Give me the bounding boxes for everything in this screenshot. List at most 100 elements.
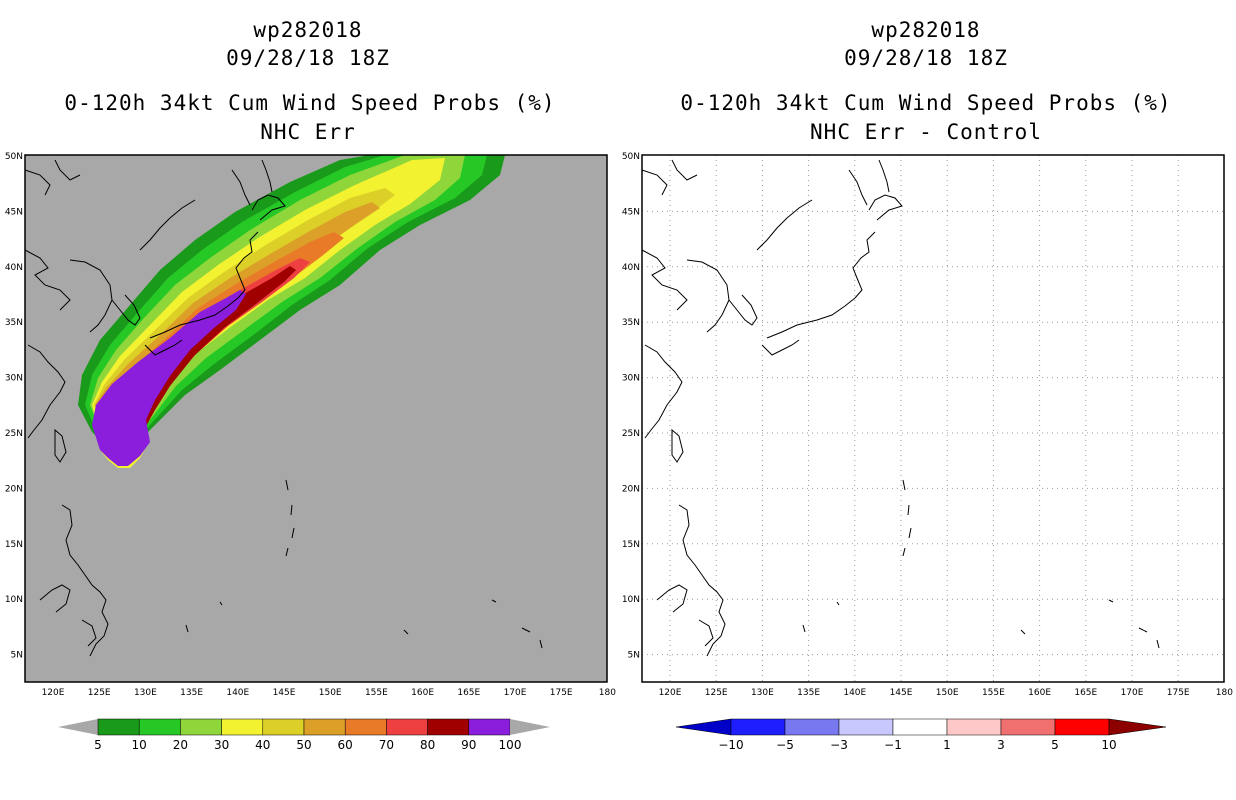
lat-tick-label: 30N <box>5 374 23 384</box>
colorbar-label: 5 <box>1051 738 1059 752</box>
left-axis-ticks: 50N 45N 40N 35N 30N 25N 20N 15N 10N 5N 120E 125E 130… <box>5 152 616 698</box>
lon-tick-label: 150E <box>319 688 342 698</box>
colorbar-box <box>386 718 428 736</box>
lat-tick-label: 15N <box>5 540 23 550</box>
colorbar-label: 20 <box>173 738 188 752</box>
lon-tick-label: 180 <box>599 688 616 698</box>
right-axis-ticks: 50N 45N 40N 35N 30N 25N 20N 15N 10N 5N 120E 125E 130… <box>622 152 1233 698</box>
colorbar-box <box>730 718 786 736</box>
lat-tick-label: 45N <box>622 207 640 217</box>
left-probability-swath <box>78 155 505 468</box>
lat-tick-label: 40N <box>5 263 23 273</box>
colorbar-box <box>838 718 894 736</box>
colorbar-box <box>262 718 305 736</box>
colorbar-label: −10 <box>718 738 743 752</box>
colorbar-box <box>221 718 264 736</box>
lat-tick-label: 45N <box>5 207 23 217</box>
lat-tick-label: 35N <box>5 318 23 328</box>
lon-tick-label: 120E <box>659 688 682 698</box>
left-map-panel: 50N 45N 40N 35N 30N 25N 20N 15N 10N 5N 120E 125E 130… <box>5 152 616 752</box>
left-colorbar: 5 10 20 30 40 50 60 70 80 90 100 <box>58 718 550 752</box>
colorbar-label: 5 <box>94 738 102 752</box>
colorbar-label: 10 <box>1101 738 1116 752</box>
colorbar-box <box>946 718 1002 736</box>
lon-tick-label: 125E <box>88 688 111 698</box>
colorbar-right-arrow <box>510 719 550 735</box>
colorbar-label: 40 <box>255 738 270 752</box>
lat-tick-label: 20N <box>622 484 640 494</box>
lon-tick-label: 165E <box>1074 688 1097 698</box>
colorbar-box <box>1054 718 1110 736</box>
right-grid <box>642 155 1224 682</box>
colorbar-label: 3 <box>997 738 1005 752</box>
colorbar-label: 30 <box>214 738 229 752</box>
colorbar-label: 100 <box>499 738 522 752</box>
right-colorbar: −10 −5 −3 −1 1 3 5 10 <box>675 718 1167 752</box>
lon-tick-label: 170E <box>504 688 527 698</box>
right-title-time: 09/28/18 18Z <box>844 46 1008 70</box>
lat-tick-label: 50N <box>622 152 640 162</box>
lon-tick-label: 125E <box>705 688 728 698</box>
lat-tick-label: 25N <box>622 429 640 439</box>
colorbar-box <box>784 718 840 736</box>
lat-tick-label: 20N <box>5 484 23 494</box>
lat-tick-label: 25N <box>5 429 23 439</box>
colorbar-left-arrow <box>675 718 732 736</box>
left-title-sub: NHC Err <box>260 120 356 144</box>
left-title-id: wp282018 <box>253 18 363 42</box>
lat-tick-label: 40N <box>622 263 640 273</box>
lon-tick-label: 175E <box>550 688 573 698</box>
lon-tick-label: 140E <box>226 688 249 698</box>
lon-tick-label: 150E <box>936 688 959 698</box>
colorbar-box <box>892 718 948 736</box>
lon-tick-label: 140E <box>843 688 866 698</box>
lon-tick-label: 120E <box>42 688 65 698</box>
colorbar-label: −5 <box>776 738 794 752</box>
lon-tick-label: 145E <box>890 688 913 698</box>
right-map-frame <box>641 154 1225 683</box>
colorbar-box <box>468 718 511 736</box>
lon-tick-label: 165E <box>457 688 480 698</box>
left-title-time: 09/28/18 18Z <box>226 46 390 70</box>
colorbar-label: −1 <box>884 738 902 752</box>
lon-tick-label: 180 <box>1216 688 1233 698</box>
lat-tick-label: 35N <box>622 318 640 328</box>
left-coastlines <box>24 159 543 657</box>
lon-tick-label: 155E <box>365 688 388 698</box>
colorbar-label: −3 <box>830 738 848 752</box>
colorbar-box <box>138 718 181 736</box>
lat-tick-label: 15N <box>622 540 640 550</box>
lon-tick-label: 130E <box>134 688 157 698</box>
colorbar-box <box>427 718 470 736</box>
lat-tick-label: 30N <box>622 374 640 384</box>
lat-tick-label: 10N <box>5 595 23 605</box>
lon-tick-label: 130E <box>751 688 774 698</box>
right-map-panel: 50N 45N 40N 35N 30N 25N 20N 15N 10N 5N 120E 125E 130… <box>622 152 1233 752</box>
right-map-background <box>642 155 1224 682</box>
lon-tick-label: 160E <box>411 688 434 698</box>
colorbar-label: 90 <box>461 738 476 752</box>
colorbar-box <box>303 718 346 736</box>
colorbar-left-arrow <box>58 719 98 735</box>
colorbar-label: 80 <box>420 738 435 752</box>
lon-tick-label: 155E <box>982 688 1005 698</box>
lat-tick-label: 5N <box>11 651 23 661</box>
right-title-main: 0-120h 34kt Cum Wind Speed Probs (%) <box>680 91 1172 115</box>
lat-tick-label: 50N <box>5 152 23 162</box>
colorbar-box <box>344 718 387 736</box>
colorbar-label: 10 <box>132 738 147 752</box>
colorbar-box <box>97 718 140 736</box>
left-title-main: 0-120h 34kt Cum Wind Speed Probs (%) <box>64 91 556 115</box>
lat-tick-label: 5N <box>628 651 640 661</box>
colorbar-label: 50 <box>296 738 311 752</box>
swath-band-100 <box>92 290 246 466</box>
lat-tick-label: 10N <box>622 595 640 605</box>
lon-tick-label: 135E <box>180 688 203 698</box>
colorbar-label: 1 <box>943 738 951 752</box>
lon-tick-label: 170E <box>1121 688 1144 698</box>
right-title-sub: NHC Err - Control <box>810 120 1042 144</box>
colorbar-right-arrow <box>1108 718 1167 736</box>
lon-tick-label: 175E <box>1167 688 1190 698</box>
right-coastlines <box>641 159 1160 657</box>
lon-tick-label: 145E <box>273 688 296 698</box>
